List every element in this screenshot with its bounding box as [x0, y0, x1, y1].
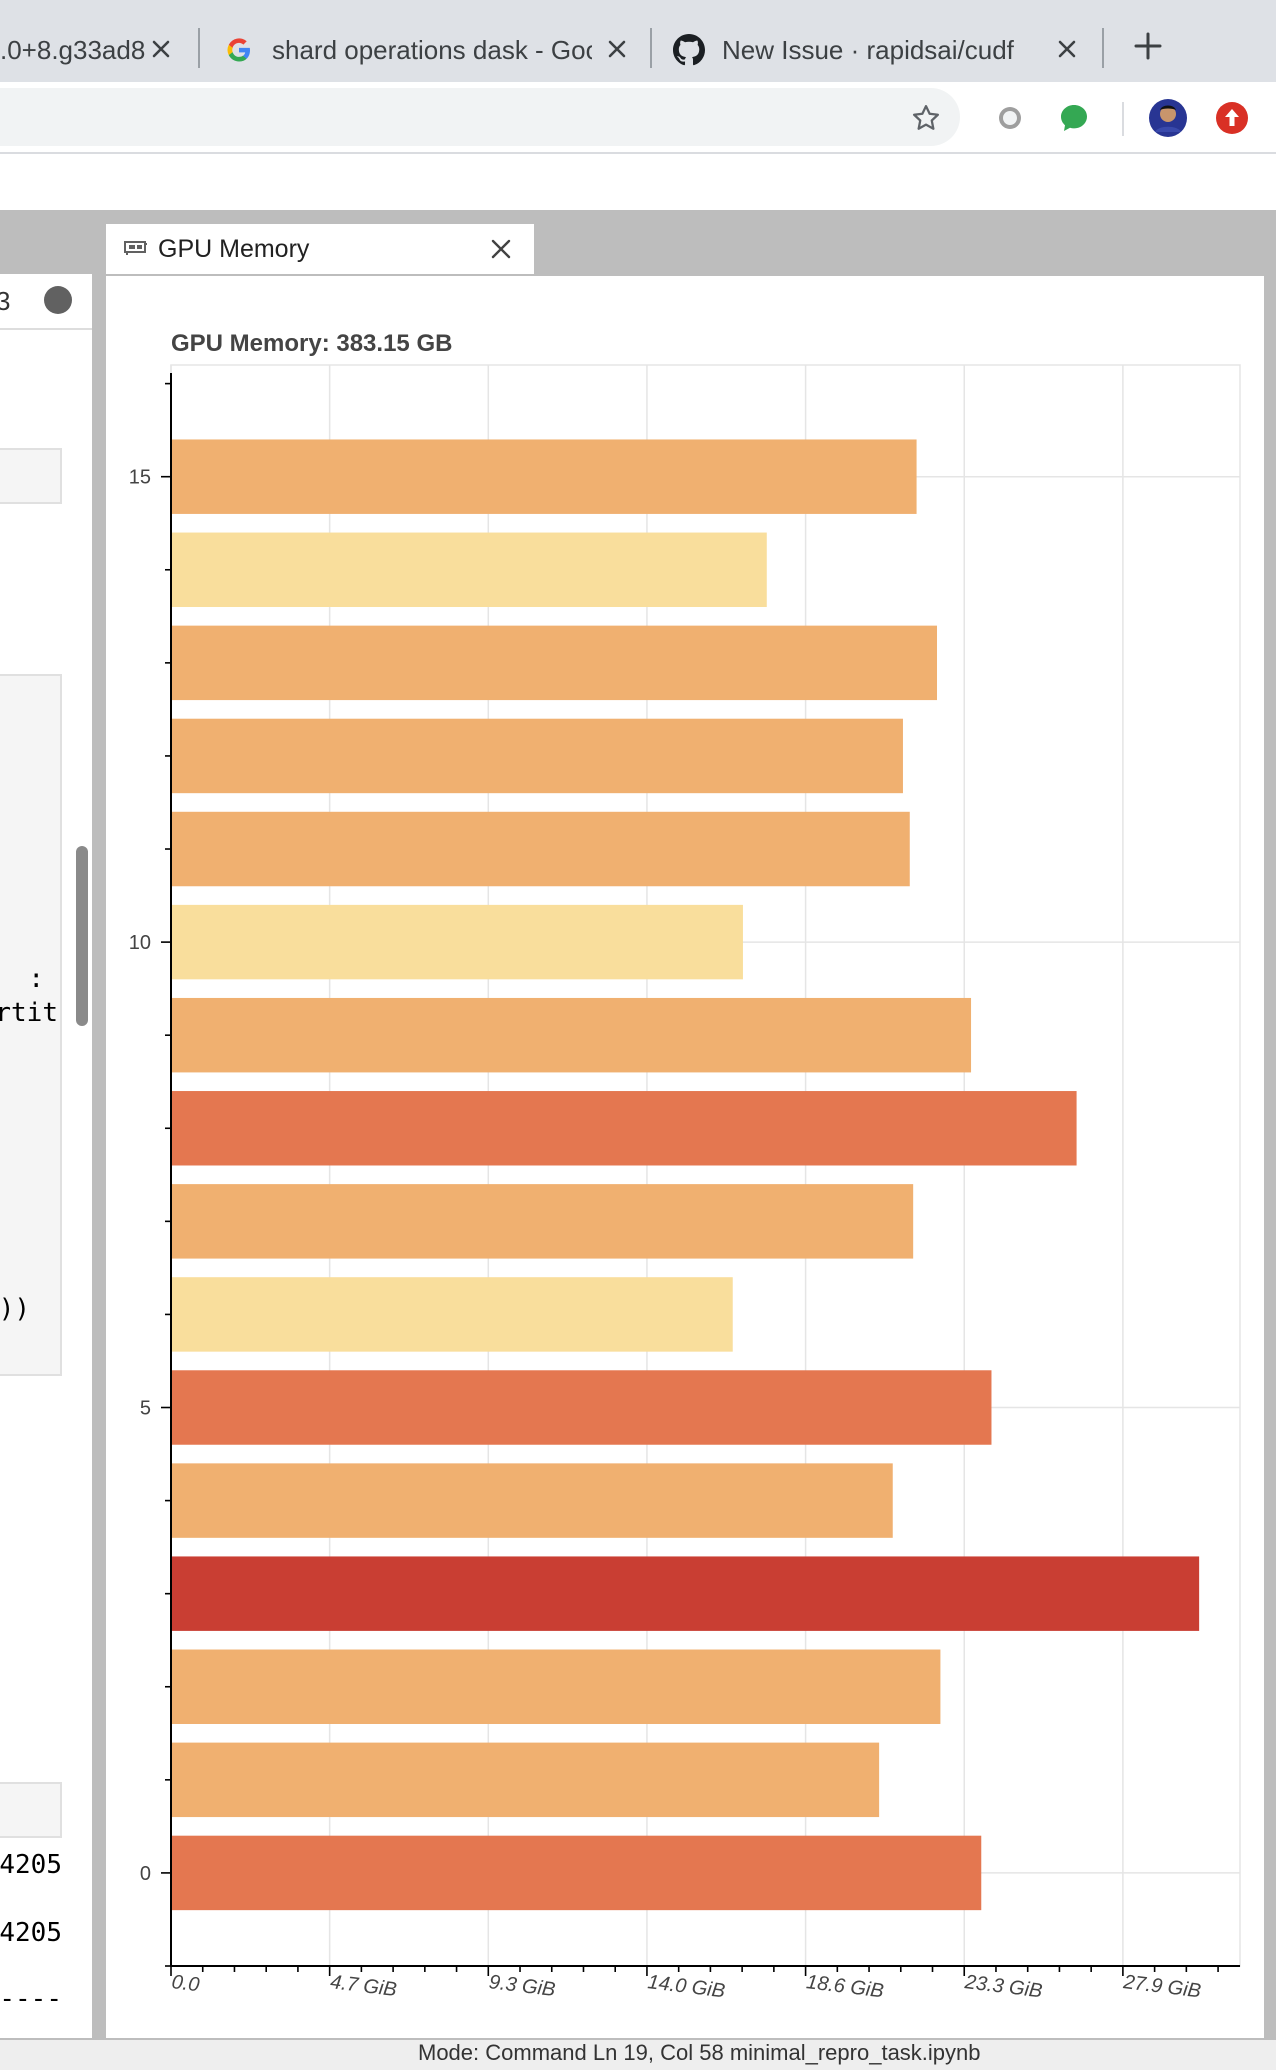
code-cell[interactable]: [0, 1782, 62, 1838]
browser-tab-docs[interactable]: .0+8.g33ad8: [0, 18, 186, 82]
browser-toolbar: [0, 82, 1276, 154]
tab-title: New Issue · rapidsai/cudf: [722, 34, 1014, 65]
code-line: :: [28, 964, 44, 994]
new-tab-button[interactable]: [1128, 26, 1168, 66]
gpu-memory-panel: [106, 274, 1264, 2038]
address-bar[interactable]: [0, 88, 960, 146]
tab-strip: .0+8.g33ad8 shard operations dask - Goog…: [0, 0, 1276, 82]
close-panel-icon[interactable]: [484, 232, 518, 266]
browser-tab-google[interactable]: shard operations dask - Google: [222, 18, 642, 82]
extension-ring-icon[interactable]: [990, 98, 1030, 138]
code-cell[interactable]: : rtit )): [0, 674, 62, 1376]
tab-divider: [650, 28, 652, 68]
tab-title: .0+8.g33ad8: [0, 34, 146, 65]
tab-divider: [198, 28, 200, 68]
tab-title: GPU Memory: [158, 234, 310, 263]
notebook-panel: 3 : rtit )) 4205 4205 ----: [0, 274, 92, 2038]
kernel-status-icon: [44, 286, 72, 314]
output-line: 4205: [0, 1918, 62, 1948]
browser-tab-github[interactable]: New Issue · rapidsai/cudf: [672, 18, 1092, 82]
close-tab-icon[interactable]: [1050, 32, 1084, 66]
close-tab-icon[interactable]: [600, 32, 634, 66]
status-text: Mode: Command Ln 19, Col 58 minimal_repr…: [418, 2040, 981, 2065]
code-line: )): [0, 1294, 30, 1324]
output-line: 4205: [0, 1850, 62, 1880]
github-icon: [672, 33, 706, 67]
update-arrow-icon[interactable]: [1212, 98, 1252, 138]
gpu-card-icon: [124, 239, 148, 260]
output-line: ----: [0, 1984, 62, 2014]
close-tab-icon[interactable]: [144, 32, 178, 66]
code-line: rtit: [0, 998, 58, 1028]
google-icon: [222, 33, 256, 67]
kernel-label: 3: [0, 286, 11, 316]
status-bar: Mode: Command Ln 19, Col 58 minimal_repr…: [0, 2040, 1276, 2070]
code-cell[interactable]: [0, 448, 62, 504]
tab-divider: [1102, 28, 1104, 68]
extension-chat-icon[interactable]: [1054, 98, 1094, 138]
toolbar-divider: [1122, 102, 1124, 136]
notebook-toolbar: 3: [0, 274, 92, 330]
tab-title: shard operations dask - Google: [272, 34, 592, 65]
notebook-scrollbar[interactable]: [76, 846, 88, 1026]
profile-avatar-icon[interactable]: [1148, 98, 1188, 138]
bookmark-star-icon[interactable]: [906, 98, 946, 138]
tab-gpu-memory[interactable]: GPU Memory: [106, 224, 534, 274]
